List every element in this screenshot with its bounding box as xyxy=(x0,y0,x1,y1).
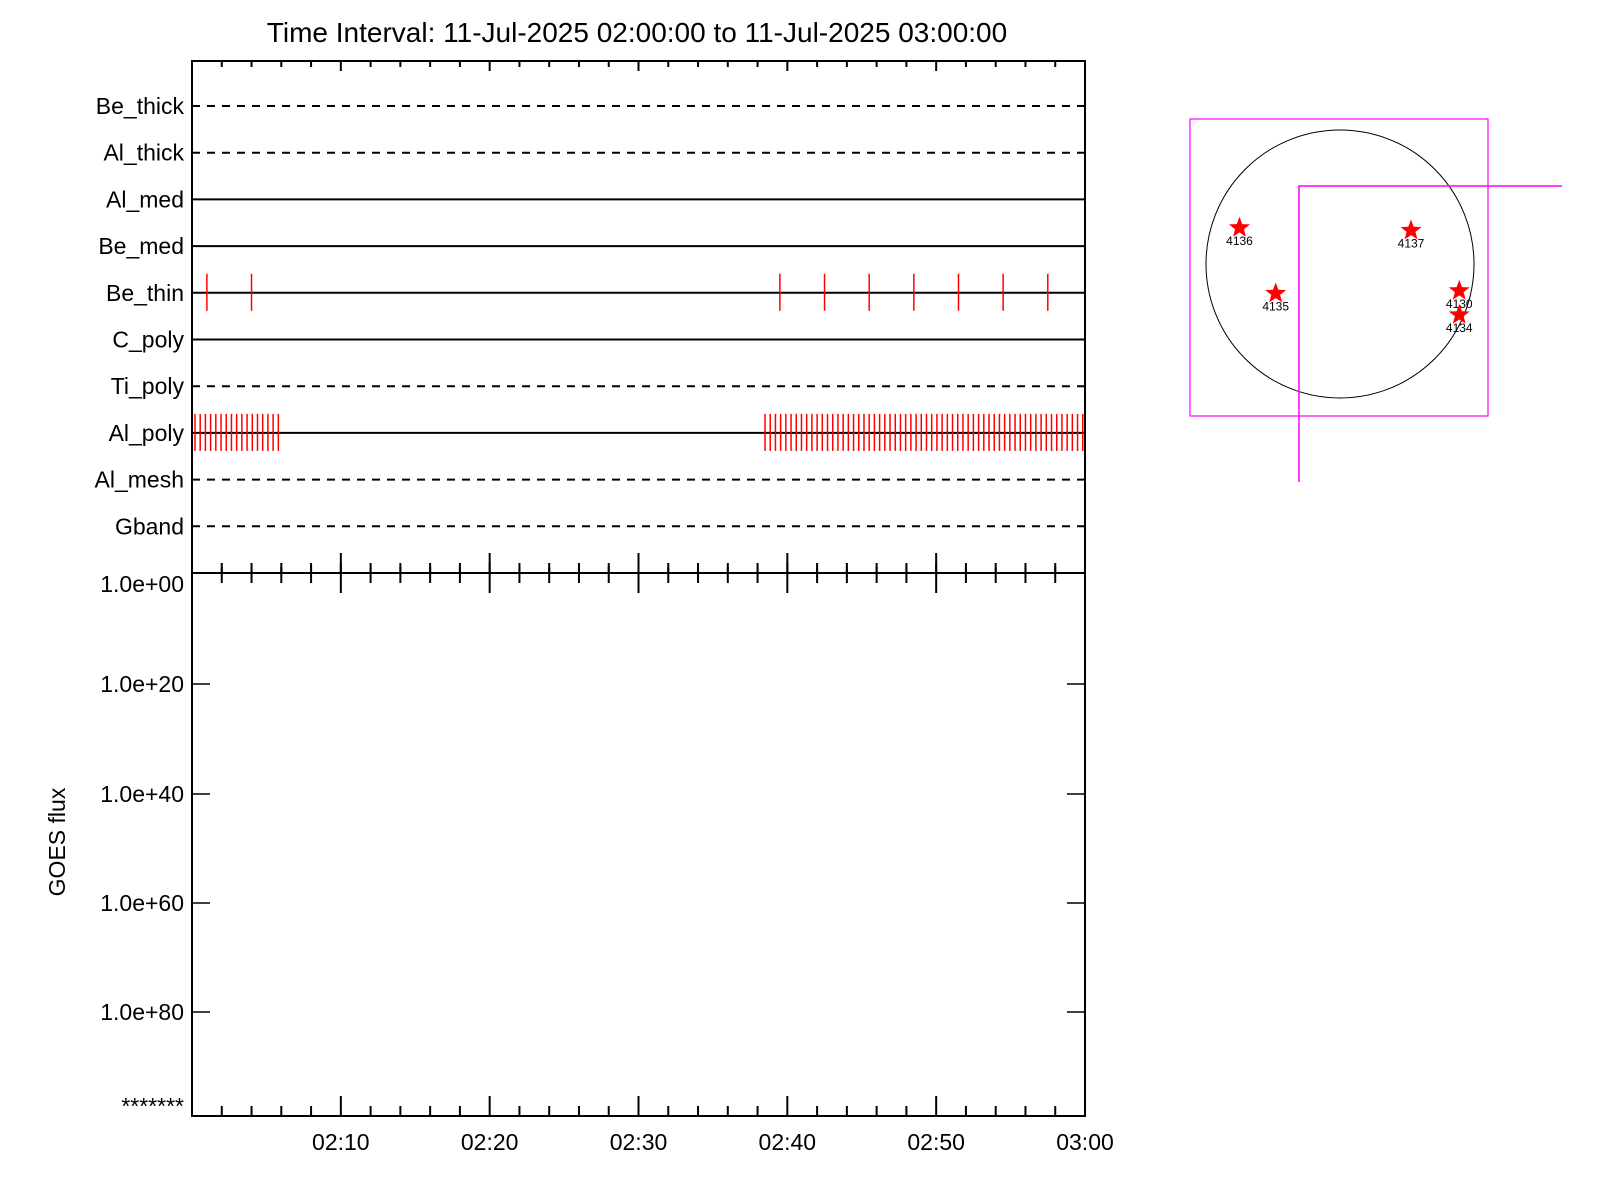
active-region-marker xyxy=(1265,282,1287,303)
x-tick-label: 02:20 xyxy=(461,1129,519,1155)
channel-panel-frame xyxy=(191,60,1086,574)
channel-label-al-poly: Al_poly xyxy=(109,420,185,446)
active-region-marker xyxy=(1400,219,1422,240)
flux-panel-frame xyxy=(191,572,1086,1117)
active-region-label: 4136 xyxy=(1226,234,1253,248)
x-tick-label: 02:30 xyxy=(610,1129,668,1155)
pointing-frame xyxy=(1298,185,1562,482)
chart-title: Time Interval: 11-Jul-2025 02:00:00 to 1… xyxy=(267,17,1007,48)
channel-label-be-thin: Be_thin xyxy=(106,280,184,306)
goes-flux-axis-label: GOES flux xyxy=(44,787,70,896)
x-tick-label: 02:50 xyxy=(907,1129,965,1155)
active-region-marker xyxy=(1448,303,1470,324)
y-tick-label: 1.0e+80 xyxy=(100,999,184,1025)
channel-label-c-poly: C_poly xyxy=(112,327,184,353)
channel-label-be-thick: Be_thick xyxy=(96,93,185,119)
goes-flux-panel: 1.0e+00 1.0e+20 1.0e+40 1.0e+60 1.0e+80 *****… xyxy=(100,553,1114,1155)
solar-disk-panel: 4136 4137 4135 4130 4134 xyxy=(1189,118,1562,482)
channel-label-al-med: Al_med xyxy=(106,186,184,212)
y-tick-label: 1.0e+40 xyxy=(100,781,184,807)
active-region-label: 4134 xyxy=(1446,321,1473,335)
channel-panel: Be_thick Al_thick Al_med Be_med Be_thin C_pol… xyxy=(95,60,1086,574)
channel-label-be-med: Be_med xyxy=(98,233,184,259)
active-region-label: 4135 xyxy=(1262,299,1289,313)
active-region-label: 4137 xyxy=(1398,237,1425,251)
active-region-marker xyxy=(1448,279,1470,300)
y-tick-label: 1.0e+60 xyxy=(100,890,184,916)
active-region-marker xyxy=(1229,216,1250,237)
channel-label-gband: Gband xyxy=(115,513,184,539)
channel-label-al-mesh: Al_mesh xyxy=(95,467,184,493)
channel-label-al-thick: Al_thick xyxy=(103,140,184,166)
y-tick-label: 1.0e+20 xyxy=(100,671,184,697)
x-tick-label: 02:40 xyxy=(759,1129,817,1155)
solar-limb xyxy=(1205,129,1475,399)
y-tick-label: 1.0e+00 xyxy=(100,571,184,597)
x-tick-label: 03:00 xyxy=(1056,1129,1114,1155)
active-region-label: 4130 xyxy=(1446,297,1473,311)
channel-label-ti-poly: Ti_poly xyxy=(111,373,185,399)
x-tick-label: 02:10 xyxy=(312,1129,370,1155)
y-tick-label: ******* xyxy=(121,1093,184,1119)
field-of-view-frame xyxy=(1189,118,1489,417)
